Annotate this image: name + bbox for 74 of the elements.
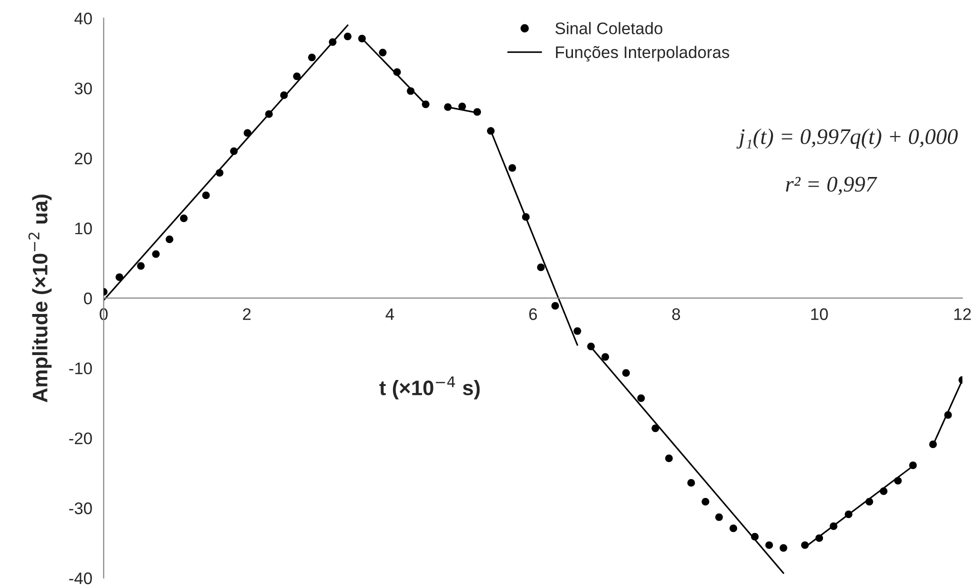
point — [765, 541, 773, 549]
point — [244, 129, 252, 137]
y-tick-label: 10 — [75, 222, 92, 234]
point — [687, 479, 695, 487]
point — [486, 127, 495, 135]
point — [293, 72, 301, 80]
point — [929, 440, 937, 448]
y-tick-label: 30 — [74, 82, 92, 94]
point — [944, 411, 952, 419]
y-tick-label: -40 — [69, 572, 92, 584]
point — [508, 164, 516, 172]
x-tick-label: 8 — [672, 308, 680, 320]
y-tick-label: 40 — [74, 12, 92, 24]
legend-label: Funções Interpoladoras — [556, 46, 730, 62]
point — [844, 510, 852, 518]
point — [422, 100, 430, 108]
point — [308, 54, 316, 62]
point — [444, 103, 452, 111]
point — [344, 32, 352, 40]
point — [358, 34, 366, 42]
x-tick-label: 10 — [811, 308, 828, 320]
point — [280, 91, 288, 99]
y-tick-label: 20 — [74, 152, 92, 164]
point — [587, 342, 595, 350]
point — [393, 68, 401, 76]
y-tick-label: -30 — [69, 502, 92, 514]
point — [230, 147, 238, 155]
point — [815, 534, 824, 542]
annotation: r² = 0,997 — [786, 176, 878, 195]
x-tick-label: 6 — [529, 308, 537, 320]
point — [551, 302, 559, 310]
y-tick-label: 0 — [84, 292, 92, 304]
point — [830, 522, 838, 530]
x-tick-label: 0 — [100, 308, 108, 320]
point — [730, 524, 738, 532]
y-tick-label: -10 — [69, 362, 92, 374]
point — [537, 264, 545, 272]
y-axis-title: Amplitude (×10$^{−2}$ ua) — [28, 194, 52, 402]
point — [909, 462, 917, 470]
point — [751, 532, 759, 541]
point — [116, 273, 124, 281]
point — [328, 38, 336, 46]
point — [801, 541, 809, 549]
point — [202, 191, 210, 200]
point — [780, 544, 788, 552]
annotation: j₁(t) = 0,997q(t) + 0,000 — [736, 128, 958, 149]
point — [622, 369, 630, 377]
point — [216, 169, 224, 177]
point — [880, 487, 888, 496]
point — [458, 102, 466, 110]
point — [378, 48, 387, 56]
point — [522, 213, 530, 221]
point — [702, 498, 710, 506]
x-tick-label: 4 — [386, 308, 394, 320]
point — [894, 476, 902, 485]
point — [473, 108, 481, 116]
point — [866, 498, 874, 506]
point — [715, 513, 723, 521]
x-axis-title: t (×10$^{−4}$ s) — [379, 376, 480, 400]
point — [652, 424, 660, 432]
x-tick-label: 12 — [954, 308, 971, 320]
point — [137, 262, 145, 270]
x-tick-label: 2 — [242, 308, 251, 320]
point — [166, 236, 174, 244]
y-tick-label: -20 — [69, 432, 92, 444]
point — [665, 454, 673, 462]
point — [637, 394, 645, 402]
point — [574, 327, 582, 335]
legend-label: Sinal Coletado — [555, 22, 662, 34]
point — [152, 250, 160, 258]
point — [180, 214, 188, 222]
point — [406, 87, 414, 95]
point — [601, 353, 610, 361]
point — [265, 110, 273, 118]
